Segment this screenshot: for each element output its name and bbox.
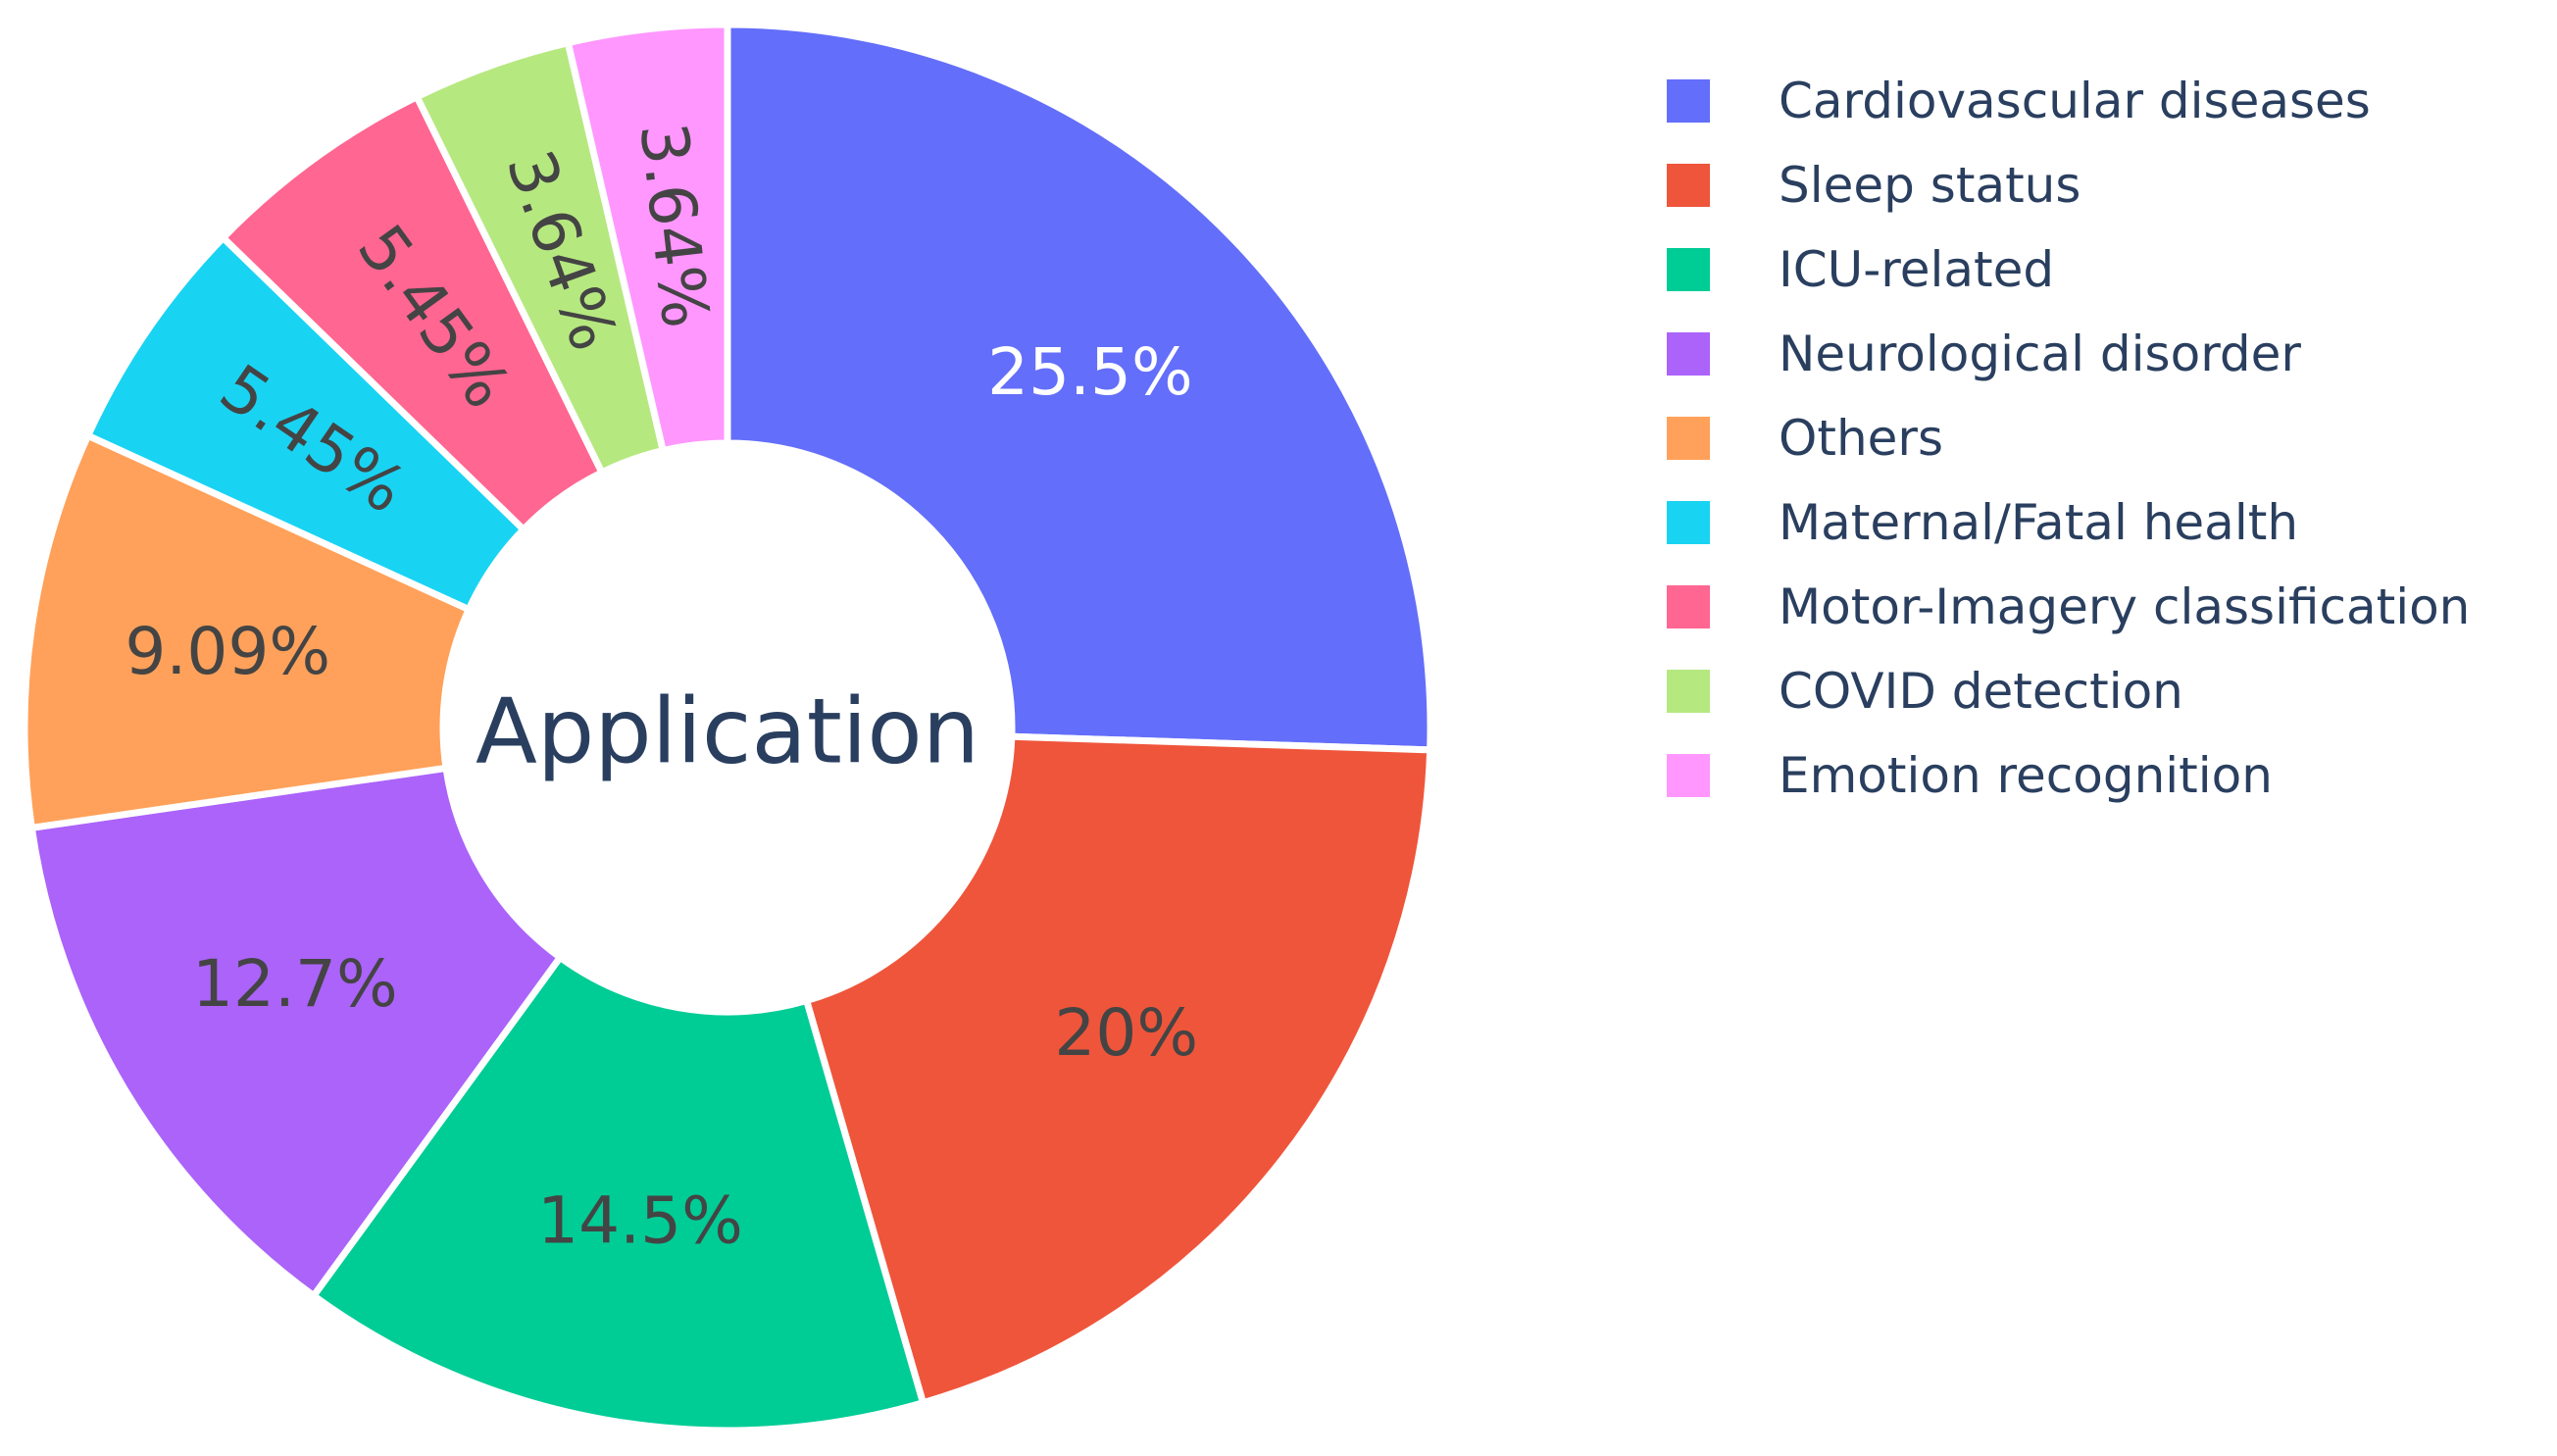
slice-label-0: 25.5% xyxy=(987,334,1193,410)
legend-swatch xyxy=(1667,164,1710,207)
legend-swatch xyxy=(1667,585,1710,628)
slice-6 xyxy=(218,92,607,534)
legend-item-0[interactable]: Cardiovascular diseases xyxy=(1667,59,2470,143)
donut-chart: 25.5%20%14.5%12.7%9.09%5.45%5.45%3.64%3.… xyxy=(21,21,1434,1434)
legend-swatch xyxy=(1667,332,1710,376)
legend-item-6[interactable]: Motor-Imagery classification xyxy=(1667,565,2470,649)
legend-swatch xyxy=(1667,417,1710,460)
legend-label: ICU-related xyxy=(1779,241,2055,298)
legend-label: Others xyxy=(1779,410,1944,467)
legend-item-7[interactable]: COVID detection xyxy=(1667,649,2470,733)
legend-item-4[interactable]: Others xyxy=(1667,396,2470,480)
slice-label-1: 20% xyxy=(1054,995,1198,1071)
slice-4 xyxy=(21,430,474,832)
slice-3 xyxy=(27,764,566,1301)
legend-label: Neurological disorder xyxy=(1779,326,2301,382)
slice-2 xyxy=(309,952,928,1434)
legend-item-5[interactable]: Maternal/Fatal health xyxy=(1667,480,2470,565)
legend-item-2[interactable]: ICU-related xyxy=(1667,227,2470,312)
legend-swatch xyxy=(1667,501,1710,544)
legend-item-3[interactable]: Neurological disorder xyxy=(1667,312,2470,396)
legend: Cardiovascular diseases Sleep status ICU-r… xyxy=(1667,59,2470,818)
legend-label: Cardiovascular diseases xyxy=(1779,73,2371,129)
legend-item-1[interactable]: Sleep status xyxy=(1667,143,2470,227)
slice-5 xyxy=(83,232,528,615)
legend-swatch xyxy=(1667,754,1710,797)
slice-1 xyxy=(802,732,1434,1408)
legend-swatch xyxy=(1667,670,1710,713)
legend-swatch xyxy=(1667,79,1710,123)
slices-group xyxy=(21,21,1434,1434)
slice-8 xyxy=(564,21,731,455)
legend-label: Motor-Imagery classification xyxy=(1779,578,2471,635)
legend-swatch xyxy=(1667,248,1710,291)
slice-label-3: 12.7% xyxy=(192,946,398,1022)
center-label: Application xyxy=(476,678,979,783)
legend-label: Emotion recognition xyxy=(1779,747,2273,804)
legend-label: COVID detection xyxy=(1779,663,2183,720)
legend-item-8[interactable]: Emotion recognition xyxy=(1667,733,2470,818)
slice-label-2: 14.5% xyxy=(537,1182,743,1258)
legend-label: Maternal/Fatal health xyxy=(1779,494,2299,551)
slice-0 xyxy=(724,21,1434,754)
slice-label-4: 9.09% xyxy=(125,614,330,689)
legend-label: Sleep status xyxy=(1779,157,2081,214)
